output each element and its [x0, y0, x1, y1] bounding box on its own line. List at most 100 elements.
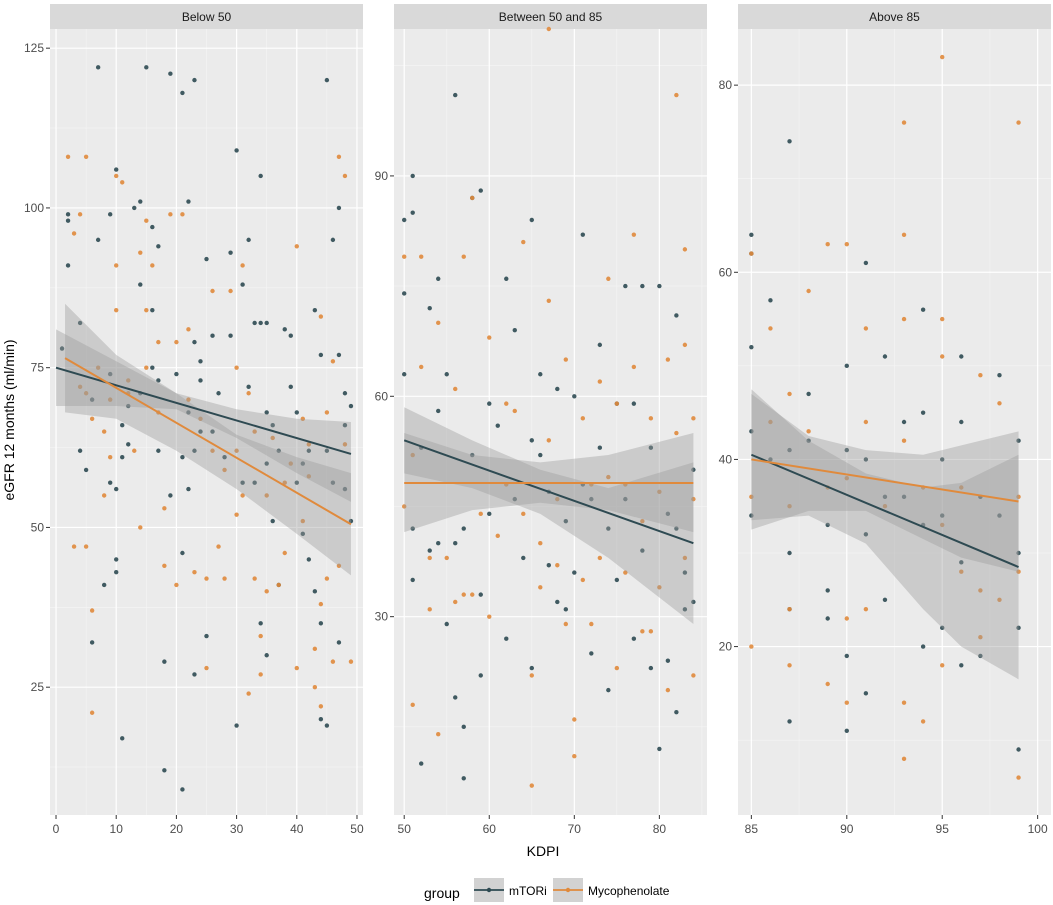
- point-mycophenolate: [114, 263, 119, 268]
- point-mycophenolate: [787, 663, 792, 668]
- point-mtori: [114, 486, 119, 492]
- point-mtori: [114, 557, 119, 562]
- point-mtori: [787, 447, 792, 453]
- panel-below-50: Below 50 0 10 20 30 40 50 25 50 75 100 125: [24, 4, 364, 836]
- point-mycophenolate: [348, 659, 354, 664]
- point-mtori: [504, 636, 509, 641]
- point-mtori: [691, 467, 696, 472]
- point-mycophenolate: [324, 410, 330, 415]
- point-mtori: [470, 452, 475, 458]
- y-tick-label: 30: [375, 610, 389, 624]
- point-mycophenolate: [318, 704, 324, 709]
- confidence-band-mycophenolate: [751, 393, 1019, 572]
- y-tick-label: 80: [719, 78, 733, 92]
- point-mycophenolate: [246, 391, 251, 396]
- point-mtori: [940, 625, 945, 631]
- point-mycophenolate: [461, 254, 466, 259]
- point-mycophenolate: [682, 247, 688, 252]
- point-mycophenolate: [312, 684, 318, 690]
- point-mtori: [150, 307, 155, 313]
- point-mtori: [863, 260, 869, 266]
- point-mycophenolate: [342, 442, 348, 447]
- point-mycophenolate: [318, 601, 324, 607]
- point-mtori: [648, 445, 654, 450]
- point-mtori: [427, 548, 432, 553]
- point-mtori: [114, 569, 119, 575]
- point-mtori: [901, 494, 907, 500]
- facet-strip: [738, 4, 1051, 29]
- point-mtori: [487, 401, 492, 406]
- point-mtori: [264, 461, 269, 466]
- point-mycophenolate: [940, 354, 945, 359]
- point-mycophenolate: [419, 254, 424, 259]
- point-mtori: [348, 403, 354, 409]
- x-tick-label: 70: [568, 822, 582, 836]
- point-mycophenolate: [294, 665, 299, 671]
- point-mtori: [288, 384, 293, 390]
- point-mycophenolate: [749, 644, 754, 649]
- point-mtori: [204, 256, 209, 262]
- point-mycophenolate: [410, 452, 415, 458]
- point-mtori: [402, 217, 407, 223]
- fit-line-mycophenolate: [751, 458, 1019, 503]
- point-mtori: [920, 410, 926, 415]
- point-mtori: [402, 291, 407, 296]
- point-mtori: [863, 532, 869, 537]
- x-tick-label: 40: [290, 822, 304, 836]
- point-mycophenolate: [436, 320, 441, 326]
- point-mtori: [597, 342, 603, 348]
- point-mtori: [294, 480, 299, 485]
- point-mycophenolate: [787, 391, 792, 397]
- point-mycophenolate: [71, 544, 77, 549]
- point-mycophenolate: [640, 518, 645, 524]
- point-mtori: [768, 298, 773, 303]
- point-mycophenolate: [120, 180, 125, 185]
- x-tick-label: 10: [110, 822, 124, 836]
- fit-line-mtori: [403, 439, 694, 545]
- point-mtori: [478, 592, 483, 597]
- point-mycophenolate: [114, 173, 119, 179]
- point-mycophenolate: [282, 480, 287, 485]
- point-mtori: [959, 560, 964, 565]
- point-mycophenolate: [504, 401, 509, 406]
- point-mtori: [186, 199, 191, 204]
- point-mycophenolate: [180, 212, 185, 217]
- point-mtori: [180, 787, 185, 792]
- point-mtori: [95, 65, 101, 70]
- point-mtori: [300, 461, 306, 466]
- confidence-band-mtori: [751, 389, 1019, 680]
- point-mycophenolate: [614, 401, 620, 406]
- point-mtori: [563, 518, 569, 524]
- facet-strip: [394, 4, 707, 29]
- point-mycophenolate: [512, 408, 517, 414]
- point-mtori: [138, 199, 143, 204]
- point-mtori: [126, 403, 131, 409]
- point-mycophenolate: [529, 783, 534, 788]
- point-mtori: [444, 621, 449, 627]
- point-mtori: [324, 448, 330, 453]
- point-mtori: [402, 372, 407, 377]
- point-mycophenolate: [597, 379, 603, 384]
- point-mtori: [120, 736, 125, 741]
- point-mtori: [631, 401, 637, 406]
- point-mycophenolate: [300, 416, 306, 422]
- point-mtori: [427, 305, 432, 311]
- y-tick-label: 75: [31, 361, 45, 375]
- point-mycophenolate: [312, 646, 318, 652]
- point-mtori: [436, 408, 441, 414]
- point-mycophenolate: [126, 378, 131, 383]
- point-mtori: [529, 665, 534, 671]
- point-mtori: [1016, 625, 1021, 631]
- point-mtori: [270, 422, 275, 428]
- point-mycophenolate: [487, 614, 492, 619]
- point-mycophenolate: [436, 731, 441, 737]
- point-mycophenolate: [538, 541, 543, 546]
- point-mtori: [180, 454, 185, 460]
- point-mtori: [436, 276, 441, 281]
- point-mycophenolate: [402, 254, 407, 259]
- x-tick-label: 20: [170, 822, 184, 836]
- point-mycophenolate: [787, 504, 792, 509]
- point-mtori: [107, 212, 113, 217]
- point-mtori: [101, 582, 107, 588]
- point-mycophenolate: [258, 633, 263, 639]
